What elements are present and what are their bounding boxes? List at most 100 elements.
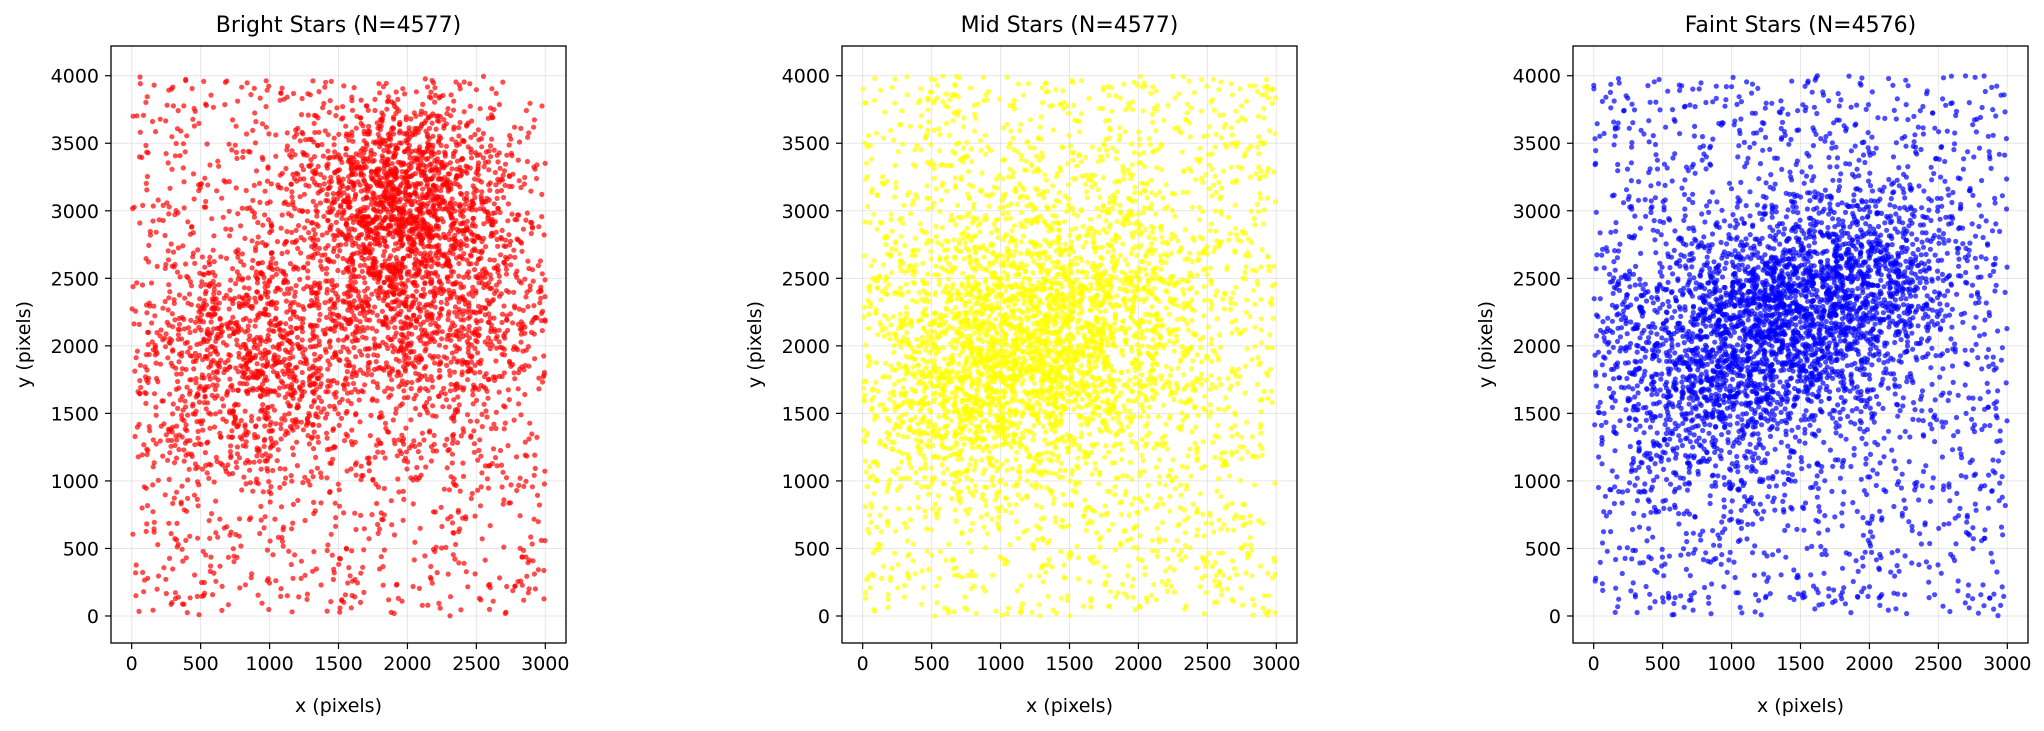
scatter-point <box>500 469 506 475</box>
scatter-point <box>325 161 331 167</box>
scatter-point <box>308 403 315 410</box>
scatter-point <box>194 341 200 348</box>
scatter-point <box>166 282 172 288</box>
scatter-point <box>199 254 205 260</box>
scatter-point <box>213 454 219 460</box>
scatter-point <box>453 348 459 354</box>
scatter-point <box>254 447 260 453</box>
scatter-point <box>365 367 371 373</box>
scatter-point <box>332 149 338 155</box>
scatter-point <box>488 329 494 335</box>
scatter-point <box>358 209 364 215</box>
scatter-point <box>227 449 233 455</box>
scatter-point <box>1052 343 1058 350</box>
scatter-point <box>321 406 327 412</box>
scatter-point <box>451 126 457 132</box>
scatter-point <box>160 305 166 311</box>
scatter-point <box>140 112 147 118</box>
scatter-point <box>208 319 214 325</box>
scatter-point <box>467 203 473 209</box>
scatter-point <box>406 197 412 203</box>
scatter-point <box>422 348 428 354</box>
scatter-point <box>219 195 225 201</box>
scatter-point <box>994 176 1000 182</box>
scatter-point <box>506 358 513 364</box>
scatter-point <box>144 521 150 527</box>
scatter-point <box>145 342 151 348</box>
scatter-point <box>321 175 327 181</box>
scatter-point <box>494 333 500 339</box>
scatter-point <box>487 346 493 352</box>
scatter-point <box>453 482 459 488</box>
scatter-point <box>420 101 426 107</box>
scatter-point <box>289 329 295 335</box>
scatter-point <box>325 366 331 372</box>
scatter-point <box>185 495 191 501</box>
scatter-point <box>401 458 407 464</box>
scatter-point <box>314 213 320 219</box>
scatter-point <box>359 388 365 394</box>
scatter-point <box>413 324 419 331</box>
scatter-point <box>299 129 305 135</box>
scatter-point <box>429 384 436 390</box>
scatter-point <box>226 141 232 147</box>
scatter-point <box>396 384 402 390</box>
scatter-point <box>451 397 457 403</box>
scatter-point <box>279 212 285 218</box>
scatter-point <box>304 152 310 158</box>
scatter-point <box>497 209 503 216</box>
scatter-point <box>531 472 537 478</box>
scatter-point <box>192 411 198 417</box>
scatter-point <box>386 135 392 141</box>
scatter-point <box>459 372 465 378</box>
scatter-point <box>402 174 409 180</box>
scatter-point <box>169 337 175 343</box>
scatter-point <box>1018 157 1024 163</box>
scatter-point <box>323 278 329 284</box>
scatter-point <box>156 217 162 223</box>
scatter-point <box>366 460 372 466</box>
scatter-point <box>398 344 405 350</box>
scatter-point <box>172 442 178 448</box>
scatter-point <box>360 223 366 229</box>
scatter-point <box>310 421 316 428</box>
scatter-point <box>512 376 518 382</box>
scatter-point <box>359 268 365 274</box>
scatter-point <box>482 312 488 318</box>
scatter-point <box>273 271 279 277</box>
scatter-point <box>389 377 395 383</box>
scatter-point <box>348 389 354 395</box>
scatter-point <box>377 290 383 296</box>
scatter-point <box>432 548 438 555</box>
scatter-point <box>166 295 172 301</box>
scatter-point <box>1109 259 1115 265</box>
scatter-point <box>429 167 435 173</box>
scatter-point <box>299 337 305 343</box>
scatter-point <box>202 264 208 270</box>
scatter-point <box>398 196 404 202</box>
scatter-point <box>410 293 416 299</box>
scatter-point <box>358 171 364 177</box>
scatter-point <box>179 336 185 342</box>
scatter-point <box>227 532 233 538</box>
scatter-point <box>219 462 225 468</box>
scatter-point <box>379 366 385 372</box>
scatter-point <box>428 161 434 167</box>
scatter-point <box>210 382 216 388</box>
scatter-point <box>476 595 482 602</box>
scatter-point <box>435 315 441 321</box>
scatter-point <box>231 559 237 565</box>
scatter-point <box>472 571 478 577</box>
scatter-point <box>191 196 197 202</box>
scatter-point <box>288 473 294 479</box>
scatter-point <box>270 467 276 474</box>
scatter-point <box>322 84 328 90</box>
scatter-point <box>346 349 352 355</box>
scatter-point <box>526 265 532 272</box>
scatter-point <box>1125 368 1131 374</box>
scatter-point <box>384 106 390 112</box>
scatter-point <box>316 245 322 251</box>
scatter-point <box>269 403 275 409</box>
scatter-point <box>235 323 242 330</box>
scatter-point <box>472 345 478 351</box>
